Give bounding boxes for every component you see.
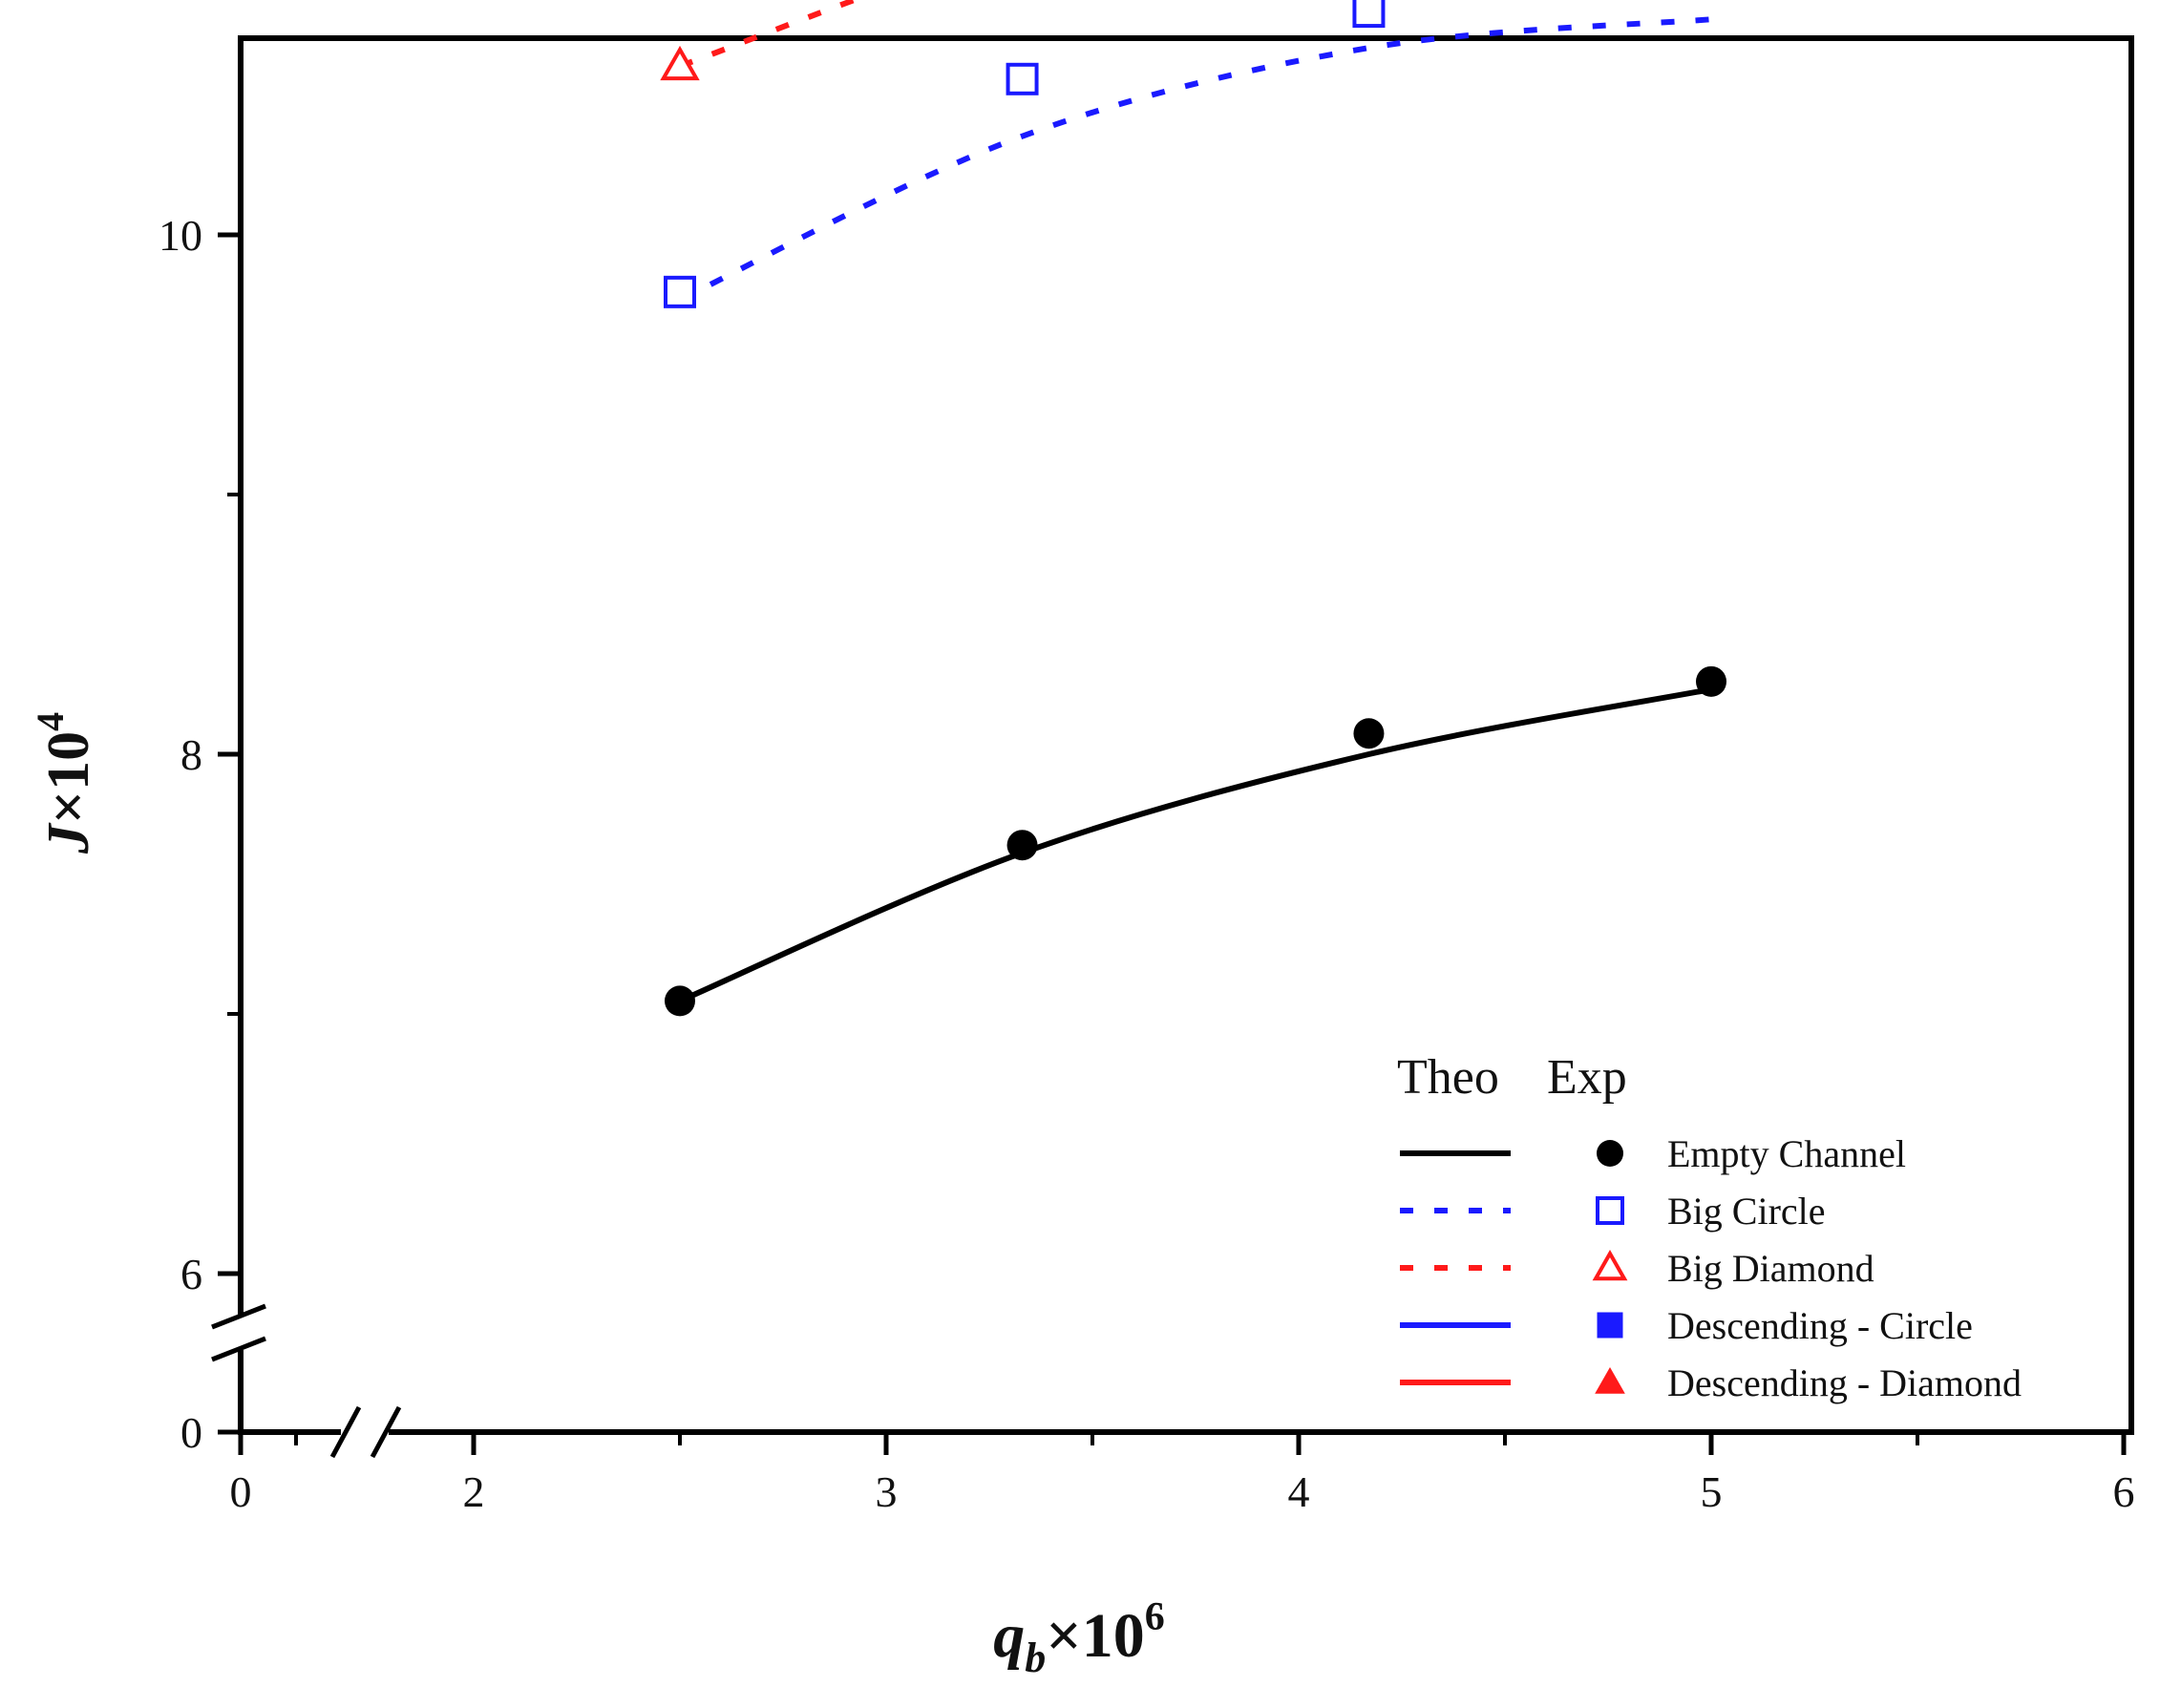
y-tick-label: 0 <box>180 1408 202 1457</box>
y-axis-title-mult: ×10 <box>36 731 101 824</box>
legend-label-empty-channel: Empty Channel <box>1667 1132 1906 1175</box>
legend-marker-descending-diamond <box>1595 1367 1625 1394</box>
exp-point-empty-channel <box>665 985 695 1017</box>
series-layer <box>660 0 1726 1017</box>
legend-header-exp: Exp <box>1547 1050 1627 1105</box>
x-axis-title-mult: ×10 <box>1046 1601 1145 1671</box>
x-tick-label: 5 <box>1701 1467 1723 1516</box>
series-empty-channel <box>665 665 1726 1017</box>
x-tick-label: 4 <box>1288 1467 1310 1516</box>
legend-label-descending-diamond: Descending - Diamond <box>1667 1361 2022 1404</box>
axes: 023456068101214 <box>159 211 2135 1516</box>
theo-line-big-diamond <box>678 0 863 70</box>
x-tick-label: 0 <box>230 1467 252 1516</box>
x-tick-label: 6 <box>2113 1467 2135 1516</box>
y-axis-title-sup: 4 <box>29 712 72 731</box>
legend-marker-empty-channel <box>1597 1140 1623 1167</box>
theo-line-big-circle <box>678 16 1712 303</box>
legend-marker-descending-circle <box>1597 1312 1623 1339</box>
exp-point-empty-channel <box>1696 665 1726 697</box>
theo-line-empty-channel <box>678 686 1712 1004</box>
legend-label-big-circle: Big Circle <box>1667 1190 1826 1233</box>
legend-label-descending-circle: Descending - Circle <box>1667 1304 1973 1347</box>
y-axis-title-base: J <box>36 822 101 854</box>
x-axis-title-sup: 6 <box>1145 1595 1165 1639</box>
exp-point-big-circle <box>1352 0 1386 29</box>
x-tick-label: 3 <box>876 1467 898 1516</box>
x-axis-break-mark <box>370 1405 402 1459</box>
legend-marker-big-circle <box>1596 1196 1624 1225</box>
y-axis-break-mark <box>211 1303 266 1330</box>
legend-marker-big-diamond <box>1592 1250 1628 1281</box>
exp-point-big-diamond <box>660 45 700 81</box>
plot-frame <box>238 35 2134 1435</box>
series-big-diamond <box>660 0 863 81</box>
y-tick-label: 10 <box>159 211 202 260</box>
exp-point-empty-channel <box>1006 830 1038 861</box>
y-tick-label: 8 <box>180 730 202 779</box>
legend-header-theo: Theo <box>1397 1050 1499 1105</box>
x-axis-title-sub: b <box>1025 1634 1046 1681</box>
exp-point-empty-channel <box>1353 718 1385 749</box>
x-axis-title-base: q <box>993 1601 1025 1671</box>
legend: Theo Exp Empty Channel Big Circle Big Diam… <box>1397 1050 2022 1404</box>
x-axis-break-mark <box>329 1405 362 1459</box>
y-axis-break-mark <box>211 1336 266 1362</box>
legend-label-big-diamond: Big Diamond <box>1667 1247 1874 1290</box>
plot-border <box>238 35 2134 1435</box>
y-axis-title: J×104 <box>29 712 101 854</box>
series-big-circle <box>664 0 1712 308</box>
x-axis-title: qb×106 <box>993 1595 1165 1681</box>
exp-point-big-circle <box>1006 62 1039 95</box>
exp-point-big-circle <box>664 275 696 308</box>
x-tick-label: 2 <box>463 1467 485 1516</box>
y-tick-label: 6 <box>180 1250 202 1298</box>
